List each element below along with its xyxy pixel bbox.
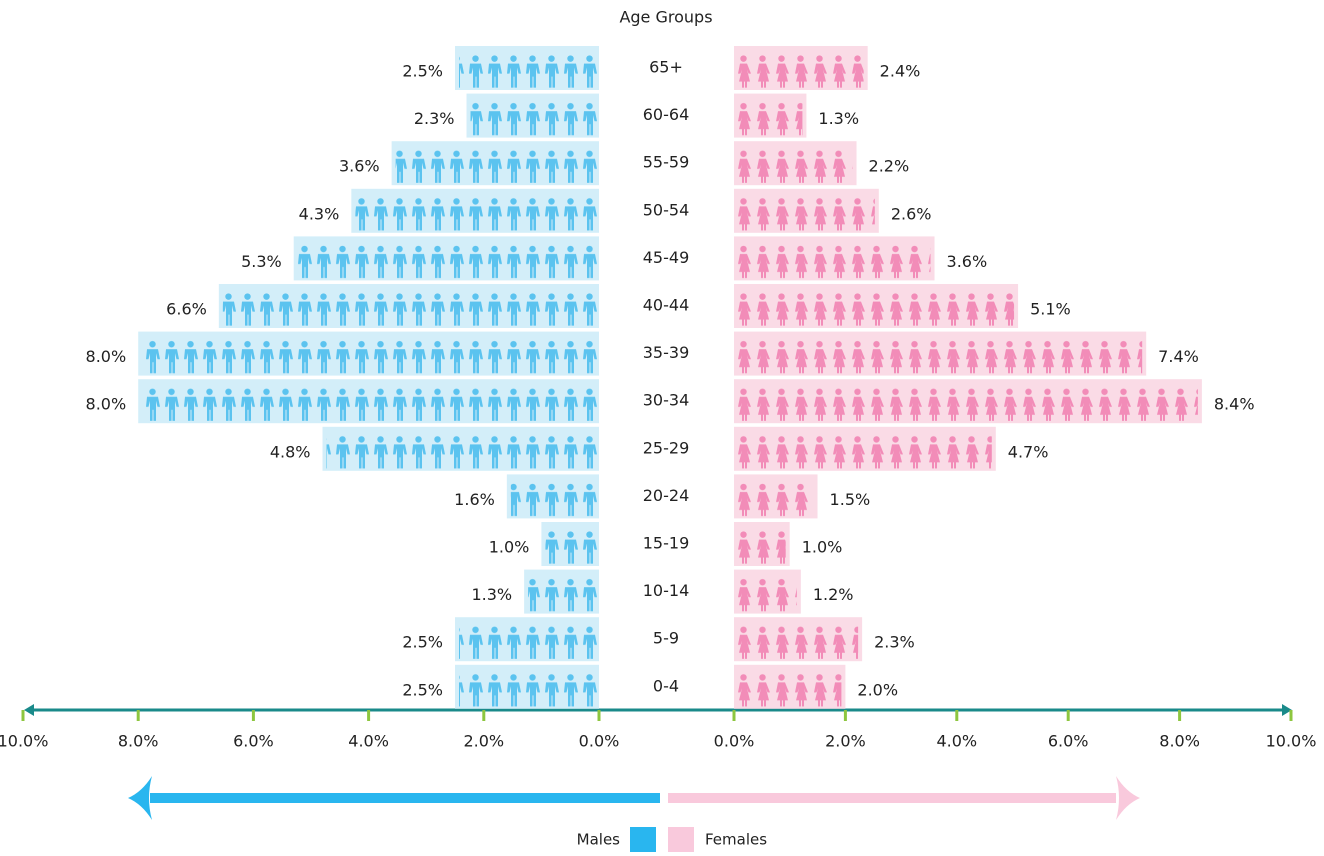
category-label: 0-4: [653, 676, 679, 695]
x-tick-label: 4.0%: [348, 732, 389, 751]
value-label: 1.3%: [471, 585, 512, 604]
x-tick-label: 8.0%: [1159, 732, 1200, 751]
bar-icons: [736, 46, 864, 90]
category-label: 35-39: [643, 343, 690, 362]
bar-icons: [736, 664, 842, 709]
value-label: 2.5%: [402, 680, 443, 699]
category-label: 25-29: [643, 438, 690, 457]
category-label: 10-14: [643, 581, 690, 600]
bar-icons: [736, 93, 803, 138]
bar-icons: [736, 284, 1015, 328]
value-label: 5.1%: [1030, 300, 1071, 319]
category-label: 55-59: [643, 153, 690, 172]
category-label: 15-19: [643, 534, 690, 553]
bar-icons: [736, 236, 931, 281]
x-tick-label: 10.0%: [1266, 732, 1317, 751]
bar-icons: [297, 236, 597, 281]
bar-icons: [142, 379, 597, 424]
value-label: 2.5%: [402, 633, 443, 652]
value-label: 1.6%: [454, 490, 495, 509]
value-label: 8.4%: [1214, 395, 1255, 414]
value-label: 4.7%: [1008, 442, 1049, 461]
legend-label: Females: [705, 831, 767, 849]
value-label: 2.6%: [891, 204, 932, 223]
bar-icons: [736, 474, 814, 519]
category-label: 60-64: [643, 105, 690, 124]
bar-icons: [395, 141, 597, 186]
value-label: 8.0%: [86, 395, 127, 414]
category-label: 5-9: [653, 629, 679, 648]
value-label: 4.3%: [299, 204, 340, 223]
bar-icons: [459, 664, 597, 709]
bar-icons: [459, 46, 597, 90]
bar-icons: [545, 522, 597, 566]
value-label: 4.8%: [270, 442, 311, 461]
value-label: 2.2%: [869, 157, 910, 176]
bar-icons: [736, 188, 875, 233]
category-label: 65+: [649, 58, 683, 77]
value-label: 1.0%: [489, 538, 530, 557]
value-label: 1.2%: [813, 585, 854, 604]
value-label: 8.0%: [86, 347, 127, 366]
value-label: 2.3%: [874, 633, 915, 652]
bar-icons: [736, 426, 992, 471]
bar-icons: [736, 522, 786, 566]
bar-icons: [222, 284, 597, 328]
value-label: 2.0%: [857, 680, 898, 699]
legend-label: Males: [577, 831, 621, 849]
x-tick-label: 0.0%: [714, 732, 755, 751]
bar-icons: [528, 569, 597, 614]
x-tick-label: 2.0%: [825, 732, 866, 751]
value-label: 2.3%: [414, 109, 455, 128]
bar-icons: [736, 569, 797, 614]
x-tick-label: 0.0%: [579, 732, 620, 751]
bar-icons: [736, 331, 1143, 376]
chart-title: Age Groups: [619, 8, 712, 27]
bar-icons: [736, 617, 859, 662]
legend: Males Females: [577, 827, 767, 853]
x-tick-label: 10.0%: [0, 732, 48, 751]
value-label: 5.3%: [241, 252, 282, 271]
bar-icons: [736, 141, 853, 186]
x-tick-label: 4.0%: [936, 732, 977, 751]
bar-icons: [459, 617, 597, 662]
value-label: 3.6%: [339, 157, 380, 176]
category-label: 40-44: [643, 296, 690, 315]
x-tick-label: 6.0%: [1048, 732, 1089, 751]
value-label: 2.5%: [402, 62, 443, 81]
value-label: 7.4%: [1158, 347, 1199, 366]
value-label: 1.5%: [830, 490, 871, 509]
value-label: 1.3%: [818, 109, 859, 128]
category-label: 50-54: [643, 200, 690, 219]
female-arrow-head: [1116, 776, 1140, 820]
x-tick-label: 6.0%: [233, 732, 274, 751]
bar-icons: [736, 379, 1198, 424]
bar-icons: [326, 426, 597, 471]
x-tick-label: 8.0%: [118, 732, 159, 751]
x-tick-label: 2.0%: [463, 732, 504, 751]
value-label: 1.0%: [802, 538, 843, 557]
bar-icons: [510, 474, 597, 519]
bar-icons: [142, 331, 597, 376]
category-label: 20-24: [643, 486, 690, 505]
category-label: 45-49: [643, 248, 690, 267]
legend-swatch: [668, 827, 694, 853]
male-arrow-head: [128, 776, 152, 820]
value-label: 6.6%: [166, 300, 207, 319]
value-label: 2.4%: [880, 62, 921, 81]
legend-swatch: [630, 827, 656, 853]
value-label: 3.6%: [947, 252, 988, 271]
bar-icons: [355, 188, 597, 233]
category-label: 30-34: [643, 391, 690, 410]
bar-icons: [470, 93, 597, 138]
